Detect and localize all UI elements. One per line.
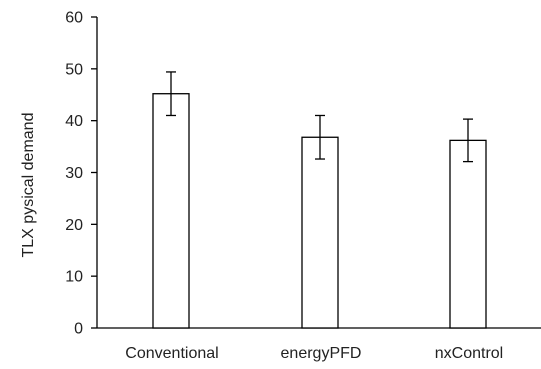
- y-tick-label: 40: [65, 113, 83, 130]
- y-axis-title: TLX pysical demand: [20, 113, 37, 258]
- x-category-label: Conventional: [125, 345, 218, 362]
- x-category-label: nxControl: [435, 345, 503, 362]
- y-tick-label: 20: [65, 217, 83, 234]
- error-bar-energyPFD: [315, 114, 325, 160]
- bars: [152, 93, 487, 329]
- bar-Conventional: [152, 93, 190, 329]
- x-category-label: energyPFD: [281, 345, 362, 362]
- error-bars: [166, 71, 473, 163]
- y-tick-label: 60: [65, 10, 83, 27]
- y-tick-label: 50: [65, 61, 83, 78]
- y-tick-label: 0: [74, 321, 83, 338]
- y-tick-label: 30: [65, 165, 83, 182]
- y-tick-label: 10: [65, 269, 83, 286]
- bar-nxControl: [449, 139, 487, 329]
- x-labels: Conventional energyPFD nxControl: [125, 345, 503, 362]
- error-bar-nxControl: [463, 118, 473, 163]
- y-ticks: 0 10 20 30 40 50 60: [65, 10, 97, 338]
- error-bar-Conventional: [166, 71, 176, 117]
- bar-energyPFD: [301, 136, 339, 329]
